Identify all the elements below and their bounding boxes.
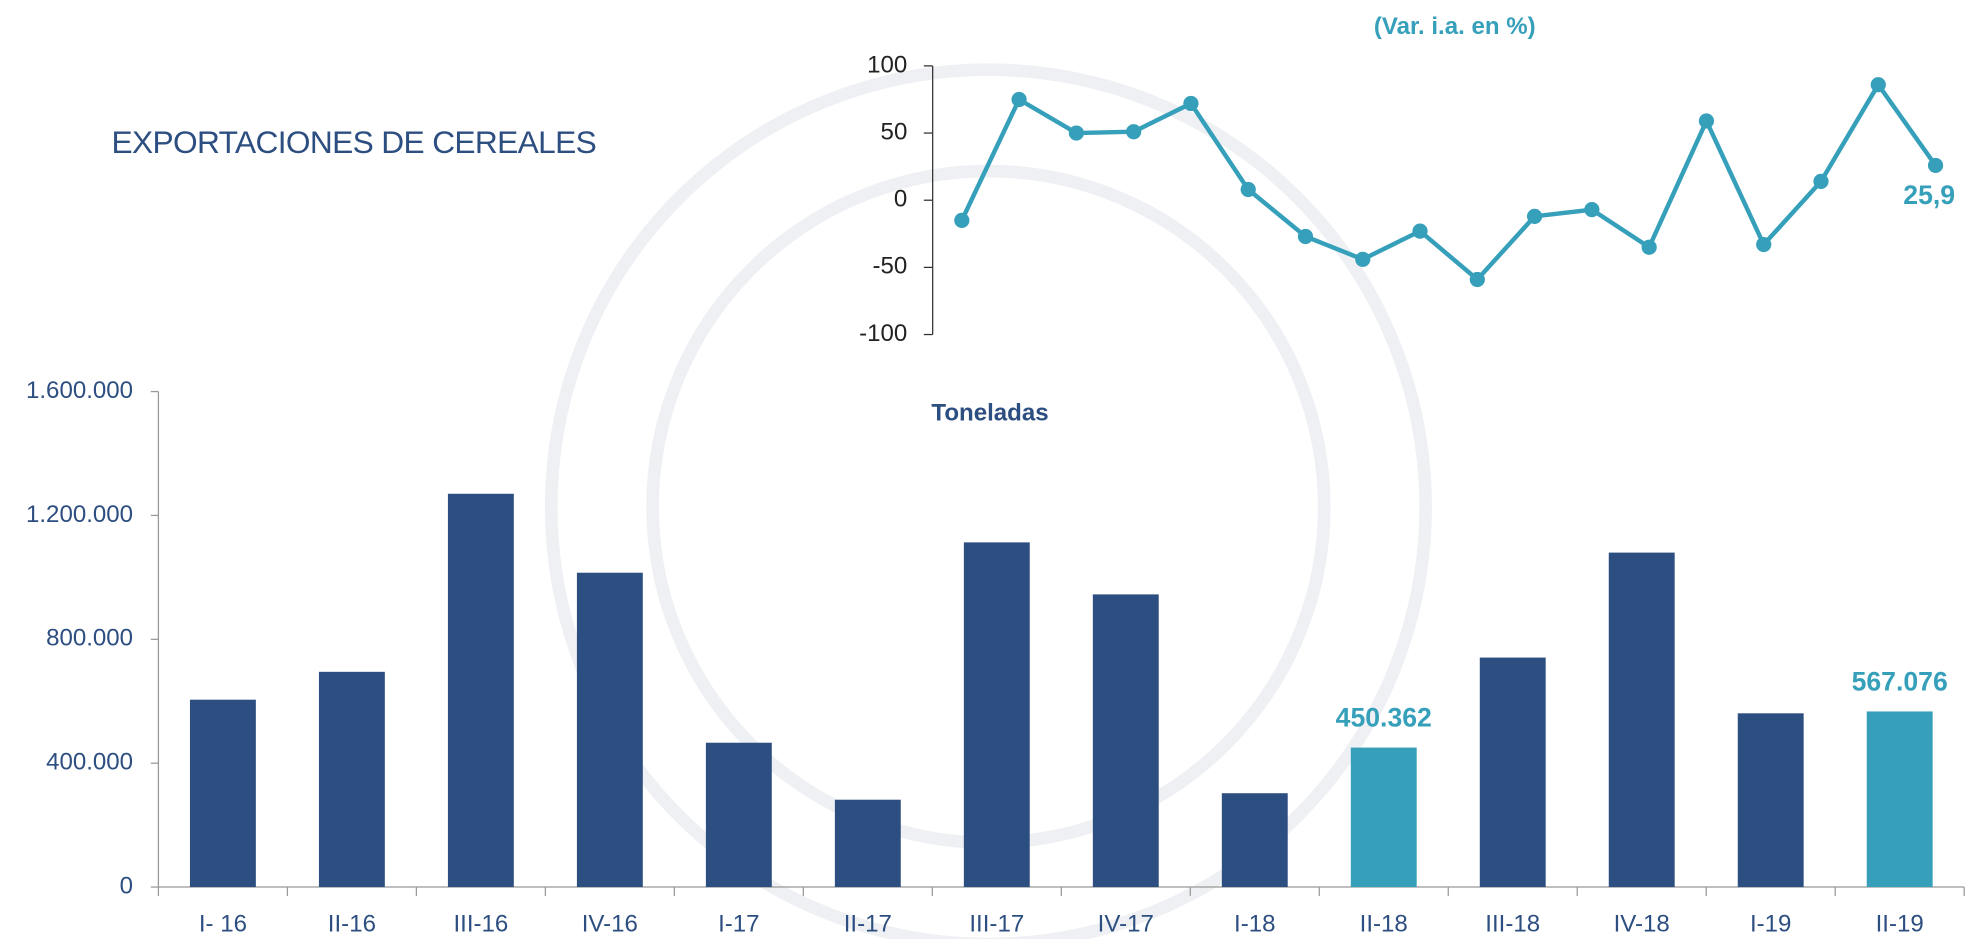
y-tick-label: 1.600.000 xyxy=(26,377,133,404)
value-label: 450.362 xyxy=(1336,703,1432,733)
y-tick-label: 1.200.000 xyxy=(26,501,133,528)
y-tick-label: 0 xyxy=(894,186,907,213)
y-tick-label: -50 xyxy=(873,253,908,280)
point xyxy=(1011,92,1026,107)
point xyxy=(1871,77,1886,92)
y-tick-label: 100 xyxy=(867,51,907,78)
bar xyxy=(1093,594,1159,887)
value-label: 567.076 xyxy=(1852,667,1948,697)
point xyxy=(1928,158,1943,173)
x-tick-label: III-17 xyxy=(969,910,1024,937)
x-tick-label: II-16 xyxy=(328,910,376,937)
x-tick-label: II-19 xyxy=(1876,910,1924,937)
chart-title: EXPORTACIONES DE CEREALES xyxy=(112,124,597,160)
point xyxy=(1813,174,1828,189)
x-tick-label: I-17 xyxy=(718,910,759,937)
point xyxy=(1126,124,1141,139)
x-tick-label: I- 16 xyxy=(199,910,247,937)
x-tick-label: IV-17 xyxy=(1098,910,1154,937)
point xyxy=(1412,224,1427,239)
bar xyxy=(1351,748,1417,887)
point xyxy=(1642,240,1657,255)
x-tick-label: II-18 xyxy=(1360,910,1408,937)
x-tick-label: IV-18 xyxy=(1614,910,1670,937)
y-axis-label: Toneladas xyxy=(931,400,1048,427)
bar xyxy=(1609,553,1675,887)
bar xyxy=(1738,713,1804,887)
point xyxy=(1756,237,1771,252)
point xyxy=(1470,272,1485,287)
point xyxy=(954,213,969,228)
point xyxy=(1241,182,1256,197)
y-tick-label: -100 xyxy=(859,320,907,347)
bar xyxy=(319,672,385,887)
point xyxy=(1183,96,1198,111)
x-tick-label: II-17 xyxy=(844,910,892,937)
y-tick-label: 0 xyxy=(120,872,133,899)
bar xyxy=(964,542,1030,887)
point xyxy=(1699,113,1714,128)
bar xyxy=(1222,793,1288,887)
bar xyxy=(835,800,901,887)
x-tick-label: III-18 xyxy=(1485,910,1540,937)
chart-title: (Var. i.a. en %) xyxy=(1374,13,1536,40)
x-tick-label: I-18 xyxy=(1234,910,1275,937)
point xyxy=(1527,209,1542,224)
bar xyxy=(448,494,514,887)
y-tick-label: 800.000 xyxy=(46,625,133,652)
point xyxy=(1069,125,1084,140)
x-tick-label: III-16 xyxy=(453,910,508,937)
bar xyxy=(190,700,256,887)
point xyxy=(1584,202,1599,217)
bar xyxy=(706,743,772,887)
point xyxy=(1298,229,1313,244)
bar xyxy=(1867,711,1933,887)
x-tick-label: I-19 xyxy=(1750,910,1791,937)
y-tick-label: 400.000 xyxy=(46,749,133,776)
bar xyxy=(577,573,643,887)
chart: EXPORTACIONES DE CEREALES Toneladas 0 400.0… xyxy=(0,0,1987,939)
line xyxy=(962,85,1936,280)
x-tick-label: IV-16 xyxy=(582,910,638,937)
value-label: 25,9 xyxy=(1903,180,1955,210)
point xyxy=(1355,252,1370,267)
bar xyxy=(1480,658,1546,887)
y-tick-label: 50 xyxy=(881,118,908,145)
